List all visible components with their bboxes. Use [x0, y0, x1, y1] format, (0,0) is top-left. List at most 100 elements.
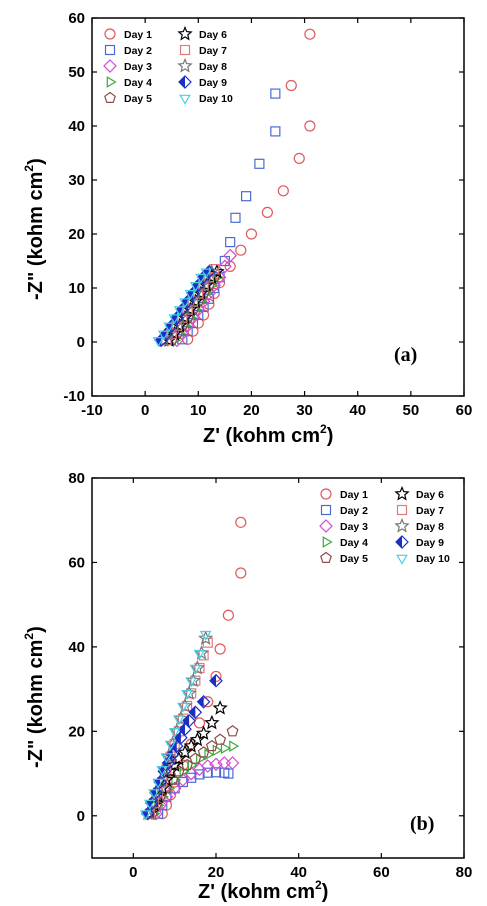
data-point	[270, 88, 281, 99]
axis-ticks-b: 0 20 40 60 80 0 20 40 60 80	[68, 470, 472, 881]
data-point	[168, 727, 181, 738]
legend-marker	[177, 25, 193, 41]
data-point	[225, 237, 236, 248]
panel-label-b: (b)	[410, 813, 434, 835]
data-point	[185, 677, 198, 688]
legend-marker	[396, 554, 408, 565]
legend-label: Day 2	[124, 45, 152, 57]
data-point	[160, 753, 173, 764]
data-point	[220, 742, 232, 755]
legend-marker	[320, 504, 332, 516]
legend-marker	[104, 28, 116, 40]
data-point	[225, 756, 240, 770]
legend-marker	[395, 535, 409, 549]
data-point	[200, 268, 213, 279]
data-point-outline	[145, 796, 159, 810]
legend-label: Day 9	[199, 77, 227, 89]
y-axis-label-b: -Z" (kohm cm2)	[22, 626, 47, 768]
data-point	[200, 759, 215, 773]
x-tick-label: -10	[81, 402, 103, 419]
x-tick-label: 60	[373, 864, 390, 881]
data-point	[241, 191, 252, 202]
legend-label: Day 4	[340, 537, 368, 549]
y-tick-label: 50	[68, 64, 85, 81]
data-point	[139, 810, 152, 821]
y-tick-label: 10	[68, 280, 85, 297]
legend-marker	[177, 57, 193, 73]
data-point	[235, 244, 247, 256]
data-point	[148, 789, 160, 800]
data-point	[163, 322, 175, 333]
data-point-fill	[179, 723, 185, 736]
data-point-outline	[202, 264, 216, 279]
data-point	[144, 799, 156, 810]
y-tick-label: 0	[77, 808, 85, 825]
data-point	[195, 273, 207, 284]
legend-label: Day 5	[124, 93, 152, 105]
legend-label: Day 6	[199, 29, 227, 41]
y-tick-label: 80	[68, 470, 85, 487]
x-tick-label: 20	[243, 402, 260, 419]
legend-label: Day 7	[416, 505, 444, 517]
data-point	[196, 694, 211, 709]
legend-b: Day 1 Day 2 Day 3 Day 4 Day 5 Day 6 Day 7 Day 8…	[319, 485, 450, 565]
x-tick-label: 60	[456, 402, 473, 419]
legend-marker	[103, 59, 117, 73]
data-point	[210, 767, 222, 778]
y-tick-label: 60	[68, 10, 85, 27]
legend-label: Day 3	[340, 521, 368, 533]
x-axis-label-a: Z' (kohm cm2)	[203, 422, 333, 447]
legend-marker	[320, 551, 332, 564]
data-point	[212, 700, 228, 715]
legend-label: Day 3	[124, 61, 152, 73]
data-point	[218, 259, 232, 274]
axis-ticks-a: -10 0 10 20 30 40 50 60 -10 0 10 20 30 40 50 60	[63, 10, 472, 419]
legend-marker	[322, 536, 333, 548]
legend-label: Day 6	[416, 489, 444, 501]
legend-label: Day 9	[416, 537, 444, 549]
y-axis-label-a: -Z" (kohm cm2)	[22, 158, 47, 300]
data-point	[204, 748, 215, 761]
panel-label-a: (a)	[394, 344, 417, 366]
data-point	[172, 715, 185, 726]
data-point	[167, 757, 183, 772]
legend-marker-fill	[179, 76, 185, 88]
data-point	[214, 733, 227, 745]
y-tick-label: 30	[68, 172, 85, 189]
legend-marker	[320, 488, 332, 500]
legend-label: Day 1	[340, 489, 368, 501]
legend-marker	[179, 44, 191, 56]
data-point	[193, 649, 206, 660]
data-point	[181, 689, 193, 700]
series-group-a	[152, 28, 316, 348]
x-tick-label: 0	[129, 864, 137, 881]
data-point	[235, 567, 247, 579]
data-point-fill	[183, 714, 190, 727]
data-point	[164, 740, 177, 751]
x-tick-label: 40	[290, 864, 307, 881]
series-day-9	[140, 673, 223, 821]
legend-label: Day 8	[199, 61, 227, 73]
data-point	[235, 516, 247, 528]
data-point	[229, 740, 240, 752]
data-point-outline	[164, 318, 179, 333]
data-point	[293, 152, 305, 164]
data-point	[209, 673, 223, 688]
data-point-fill	[166, 748, 173, 761]
data-point	[223, 768, 234, 779]
legend-label: Day 7	[199, 45, 227, 57]
data-point	[304, 28, 316, 40]
x-tick-label: 30	[296, 402, 313, 419]
series-group-b	[139, 516, 247, 821]
data-point	[230, 212, 241, 223]
legend-marker	[319, 519, 333, 533]
y-tick-label: 20	[68, 226, 85, 243]
y-tick-label: 60	[68, 554, 85, 571]
data-point	[202, 767, 213, 778]
data-point-outline	[182, 713, 196, 728]
data-point	[177, 702, 189, 713]
data-point	[189, 664, 202, 675]
data-point	[184, 290, 197, 301]
